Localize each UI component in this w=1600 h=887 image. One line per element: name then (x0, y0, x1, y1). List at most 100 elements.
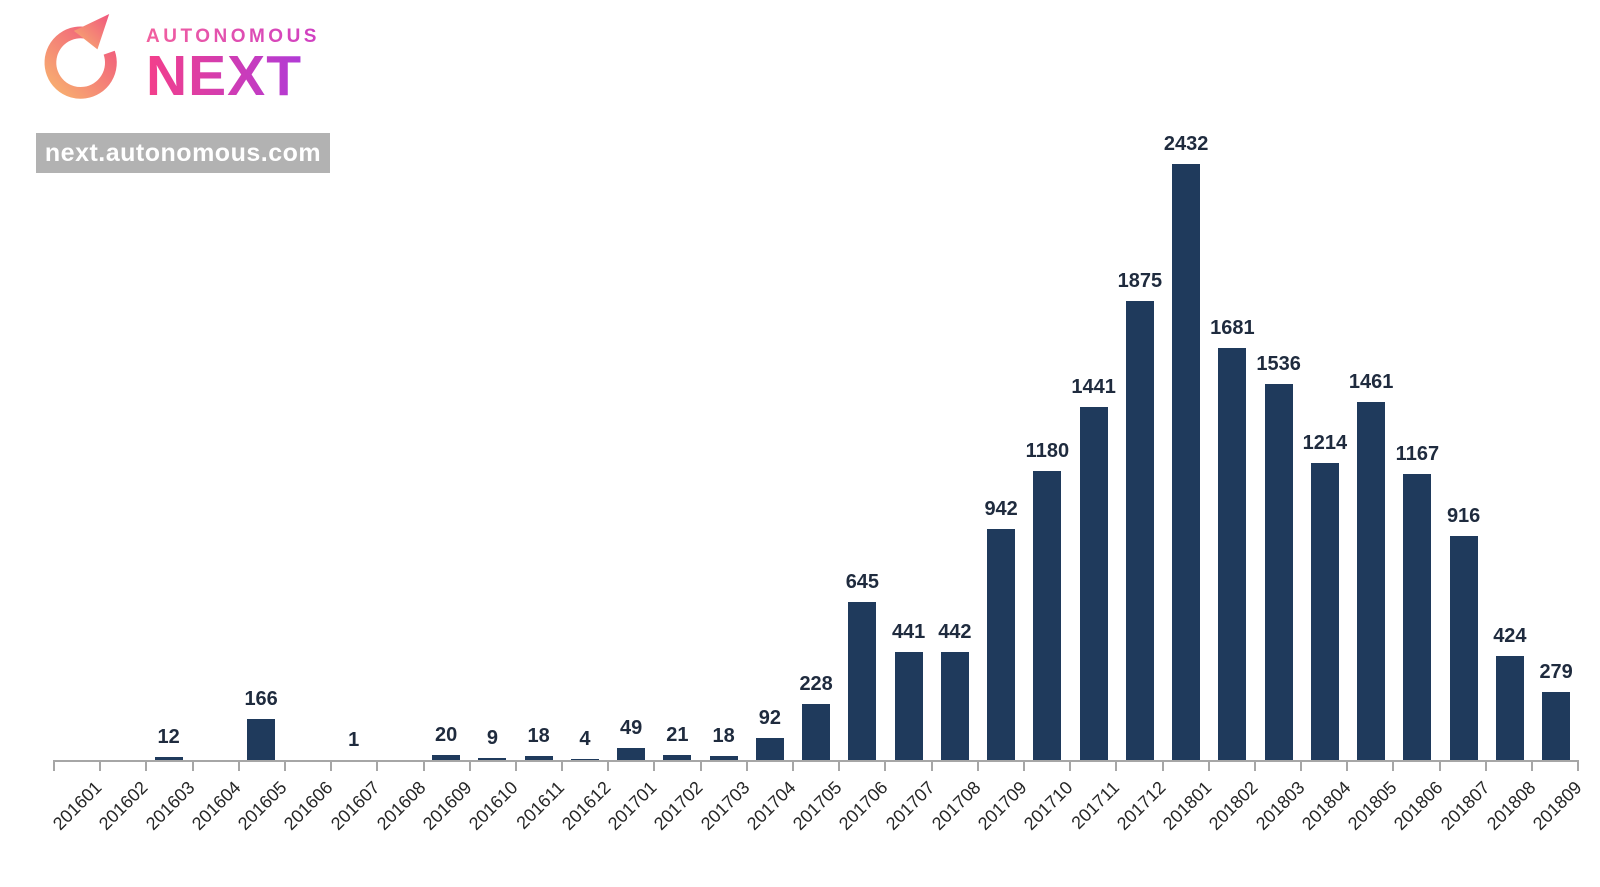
axis-tick (1438, 762, 1485, 771)
bar-201611 (524, 755, 553, 760)
bar-column-201702: 21 201702 (650, 164, 707, 834)
bar-201805 (1357, 402, 1386, 760)
bar-column-201807: 916 201807 (1436, 164, 1493, 834)
value-label-201607: 1 (348, 728, 360, 751)
bar-201610 (478, 757, 507, 760)
x-tick-label-201608: 201608 (372, 777, 430, 834)
x-tick-label-201612: 201612 (557, 777, 615, 834)
bar-201706 (848, 601, 877, 760)
bar-201807 (1449, 535, 1478, 760)
value-label-201710: 1180 (1025, 439, 1070, 462)
bar-column-201806: 1167 201806 (1390, 164, 1447, 834)
bar-column-201612: 4 201612 (558, 164, 615, 834)
value-label-201702: 21 (666, 723, 689, 746)
x-tick-label-201707: 201707 (881, 777, 939, 834)
value-label-201609: 20 (435, 724, 458, 747)
x-tick-label-201806: 201806 (1390, 777, 1447, 834)
value-label-201612: 4 (579, 728, 591, 750)
axis-tick (145, 762, 191, 771)
circular-arrow-icon (44, 14, 117, 99)
value-label-201705: 228 (799, 673, 833, 696)
bar-column-201802: 1681 201802 (1205, 164, 1262, 834)
value-label-201707: 441 (891, 620, 926, 643)
x-tick-label-201712: 201712 (1112, 777, 1170, 834)
x-tick-label-201610: 201610 (465, 777, 522, 834)
x-tick-label-201711: 201711 (1067, 777, 1124, 833)
value-label-201809: 279 (1539, 660, 1573, 683)
value-label-201711: 1441 (1071, 375, 1116, 398)
axis-tick (1207, 762, 1254, 771)
value-label-201802: 1681 (1210, 317, 1255, 339)
bar-201804 (1310, 462, 1339, 760)
axis-tick (376, 762, 422, 771)
bar-201712 (1125, 300, 1154, 760)
axis-tick (1300, 762, 1346, 771)
bar-201711 (1079, 406, 1108, 760)
bar-201806 (1403, 474, 1432, 760)
axis-tick (468, 762, 515, 771)
axis-tick (884, 762, 930, 771)
bar-column-201610: 9 201610 (465, 164, 522, 834)
x-axis-line (53, 760, 1579, 771)
x-tick-label-201607: 201607 (326, 777, 384, 834)
axis-tick (561, 762, 607, 771)
bar-column-201711: 1441 201711 (1067, 164, 1123, 833)
bar-column-201703: 18 201703 (696, 164, 753, 834)
axis-tick (607, 762, 653, 771)
value-label-201610: 9 (486, 726, 498, 749)
bar-201801 (1172, 164, 1201, 760)
bar-column-201603: 12 201603 (141, 164, 198, 834)
value-label-201709: 942 (984, 498, 1018, 521)
value-label-201603: 12 (157, 726, 180, 749)
x-tick-label-201807: 201807 (1436, 777, 1494, 834)
bar-column-201707: 441 201707 (881, 164, 938, 834)
bar-201603 (154, 757, 183, 760)
bar-column-201705: 228 201705 (789, 164, 846, 834)
value-label-201803: 1536 (1256, 352, 1301, 375)
axis-tick (976, 762, 1023, 771)
x-tick-label-201601: 201601 (48, 777, 106, 834)
bar-column-201708: 442 201708 (928, 164, 985, 834)
brand-autonomous-text: AUTONOMOUS (146, 26, 320, 47)
x-tick-label-201709: 201709 (973, 777, 1031, 834)
bar-column-201602: 201602 (95, 164, 152, 834)
x-tick-label-201609: 201609 (418, 777, 476, 834)
axis-tick (422, 762, 469, 771)
bar-201702 (663, 754, 692, 760)
x-tick-label-201805: 201805 (1343, 777, 1401, 834)
bar-column-201709: 942 201709 (974, 164, 1031, 834)
axis-tick (191, 762, 238, 771)
value-label-201611: 18 (527, 724, 550, 747)
value-label-201712: 1875 (1117, 269, 1163, 292)
bar-201703 (709, 755, 738, 760)
logo: AUTONOMOUS NEXT (42, 6, 320, 112)
bar-201808 (1495, 656, 1524, 760)
value-label-201706: 645 (845, 570, 880, 593)
bar-201710 (1033, 470, 1062, 760)
bar-column-201704: 92 201704 (743, 164, 800, 834)
bar-201705 (802, 704, 831, 760)
axis-tick (1484, 762, 1531, 771)
x-tick-label-201702: 201702 (650, 777, 707, 834)
bar-201609 (432, 755, 461, 760)
bar-column-201809: 279 201809 (1529, 164, 1586, 834)
x-tick-label-201701: 201701 (603, 777, 661, 834)
bar-column-201601: 201601 (49, 164, 106, 834)
x-tick-label-201605: 201605 (233, 777, 291, 834)
axis-tick (1392, 762, 1438, 771)
bar-column-201607: 1 201607 (326, 164, 383, 834)
bar-201707 (894, 651, 923, 760)
axis-tick (283, 762, 330, 771)
bar-column-201604: 201604 (188, 164, 245, 834)
x-tick-label-201710: 201710 (1020, 777, 1077, 834)
value-label-201806: 1167 (1395, 443, 1440, 465)
x-tick-label-201602: 201602 (95, 777, 152, 834)
bar-column-201712: 1875 201712 (1113, 164, 1170, 834)
axis-tick (330, 762, 376, 771)
bar-201709 (987, 529, 1016, 760)
axis-tick (99, 762, 145, 771)
axis-tick (699, 762, 746, 771)
bar-column-201710: 1180 201710 (1020, 164, 1077, 834)
bar-column-201701: 49 201701 (604, 164, 661, 834)
x-tick-label-201611: 201611 (512, 777, 569, 833)
